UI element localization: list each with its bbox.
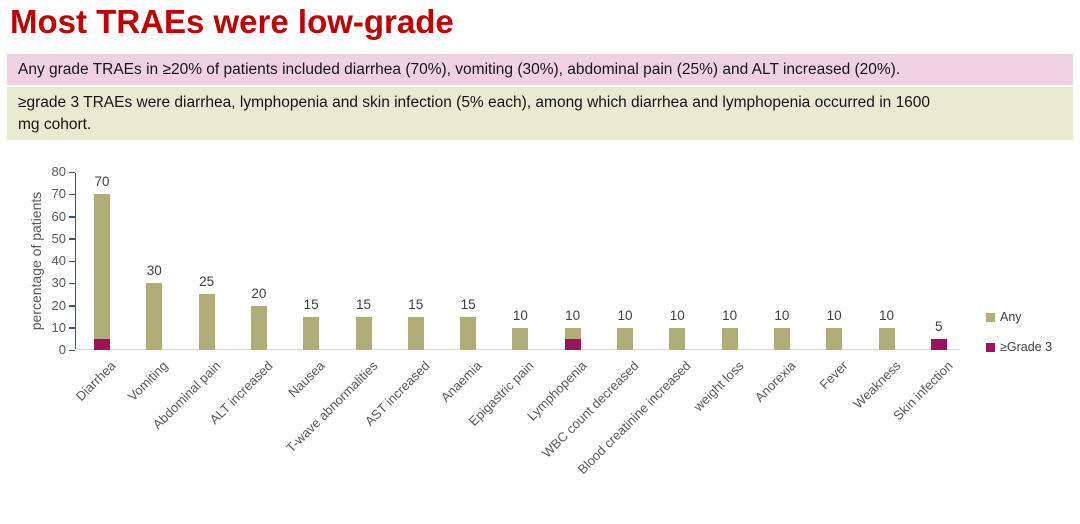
bar-value-label: 30 <box>146 263 162 279</box>
bar-chart: percentage of patients 0 10 20 30 40 50 60 70 80 7… <box>0 158 1080 493</box>
bar-any <box>355 316 372 350</box>
y-tick-label: 70 <box>51 186 66 202</box>
bar-value-label: 15 <box>460 296 476 312</box>
y-tick-mark <box>69 193 75 196</box>
legend: Any ≥Grade 3 <box>986 310 1052 370</box>
bar-value-label: 10 <box>826 307 842 323</box>
y-tick-mark <box>69 260 75 262</box>
bar-value-label: 5 <box>935 318 943 334</box>
y-tick-mark <box>69 238 75 240</box>
legend-label: ≥Grade 3 <box>1000 340 1053 354</box>
y-tick-label: 10 <box>51 319 66 335</box>
bar-grade3 <box>930 338 947 350</box>
bar-value-label: 70 <box>94 174 110 190</box>
note-grade3: ≥grade 3 TRAEs were diarrhea, lymphopeni… <box>7 87 1073 140</box>
y-tick-label: 40 <box>51 253 66 268</box>
bar-any <box>146 283 163 350</box>
bar-value-label: 10 <box>722 307 738 323</box>
legend-label: Any <box>1000 310 1022 324</box>
bar-any <box>826 327 843 350</box>
y-tick-mark <box>69 327 75 329</box>
bar-value-label: 25 <box>199 274 215 290</box>
y-tick-mark <box>69 349 75 351</box>
bar-any <box>773 327 790 350</box>
bar-value-label: 10 <box>669 307 685 323</box>
bar-any <box>250 305 267 350</box>
y-tick-label: 20 <box>51 297 66 313</box>
y-tick-label: 30 <box>51 275 66 291</box>
y-tick-label: 60 <box>51 208 66 224</box>
bar-value-label: 20 <box>251 285 267 301</box>
bar-any <box>878 327 895 350</box>
y-tick-label: 50 <box>51 230 66 246</box>
legend-swatch-grade3 <box>986 342 995 352</box>
bar-value-label: 10 <box>512 307 528 323</box>
slide-title: Most TRAEs were low-grade <box>10 3 454 40</box>
bar-value-label: 15 <box>355 296 372 312</box>
bar-any <box>198 294 215 350</box>
bar-any <box>669 327 686 350</box>
y-tick-mark <box>69 282 75 285</box>
bar-any <box>460 316 477 350</box>
bar-grade3 <box>94 338 110 350</box>
y-tick-mark <box>69 305 75 307</box>
bar-value-label: 10 <box>565 307 581 323</box>
bar-any <box>512 327 529 350</box>
y-tick-label: 80 <box>51 164 66 179</box>
bar-value-label: 10 <box>617 307 633 323</box>
y-tick-mark <box>69 216 75 218</box>
legend-item: Any <box>986 310 1052 324</box>
bar-any <box>303 316 320 350</box>
y-axis-line <box>74 173 76 350</box>
bar-any <box>617 327 633 350</box>
bar-any <box>407 316 424 350</box>
y-tick-mark <box>69 171 75 173</box>
y-tick-label: 0 <box>58 342 66 357</box>
note-any-grade: Any grade TRAEs in ≥20% of patients incl… <box>7 54 1073 85</box>
bar-grade3 <box>564 338 581 350</box>
bar-any <box>94 194 110 350</box>
bar-any <box>721 327 738 350</box>
legend-item: ≥Grade 3 <box>986 340 1052 354</box>
bar-value-label: 10 <box>774 307 790 323</box>
legend-swatch-any <box>986 312 995 322</box>
bar-value-label: 15 <box>303 296 319 312</box>
bar-value-label: 15 <box>408 296 424 312</box>
bar-value-label: 10 <box>878 307 895 323</box>
